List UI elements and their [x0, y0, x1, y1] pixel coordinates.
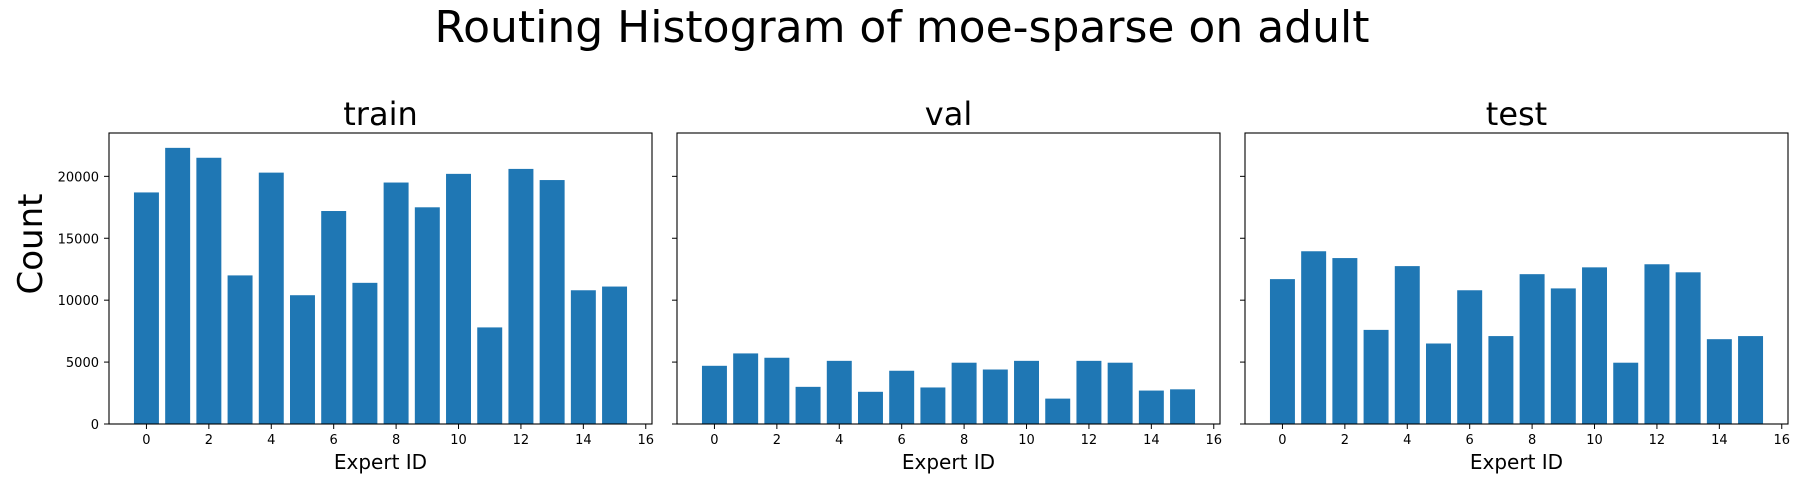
x-tick-label: 14 [1143, 433, 1160, 448]
bar-expert-2 [764, 357, 790, 424]
bar-expert-15 [1738, 336, 1764, 424]
x-tick-label: 10 [1586, 433, 1603, 448]
bar-expert-14 [570, 290, 596, 424]
bar-expert-2 [196, 157, 222, 424]
bar-expert-1 [733, 353, 759, 424]
bar-expert-2 [1332, 258, 1358, 424]
bar-expert-3 [227, 275, 253, 424]
bar-expert-11 [1613, 362, 1639, 424]
figure-suptitle: Routing Histogram of moe-sparse on adult [435, 2, 1370, 53]
x-tick-label: 4 [267, 433, 275, 448]
bar-expert-13 [1675, 272, 1701, 424]
subplot-test: 0 2 4 6 8 10 12 14 16 test Expert ID [1240, 95, 1790, 474]
x-tick-label: 6 [1466, 433, 1474, 448]
bar-expert-12 [508, 168, 534, 424]
subplot-val: 0 2 4 6 8 10 12 14 16 val Expert ID [672, 95, 1222, 474]
x-tick-label: 2 [1341, 433, 1349, 448]
bar-expert-1 [1301, 251, 1327, 424]
bar-expert-13 [539, 180, 565, 424]
axes-frame [1244, 132, 1789, 425]
x-tick-label: 14 [1711, 433, 1728, 448]
x-tick-label: 12 [1649, 433, 1666, 448]
bar-expert-14 [1138, 390, 1164, 424]
bar-expert-11 [1045, 398, 1071, 424]
x-tick-label: 16 [1773, 433, 1790, 448]
bar-expert-11 [477, 327, 503, 424]
y-tick-label: 0 [91, 418, 99, 433]
bar-expert-5 [290, 295, 315, 424]
x-tick-label: 4 [835, 433, 843, 448]
bar-expert-12 [1076, 360, 1102, 424]
bar-expert-14 [1706, 339, 1732, 424]
bar-expert-9 [1550, 288, 1576, 424]
bar-expert-8 [383, 182, 409, 424]
bar-expert-9 [414, 207, 440, 424]
bar-expert-13 [1107, 362, 1133, 424]
x-axis-label: Expert ID [334, 450, 427, 474]
subplot-title: val [925, 95, 972, 133]
bar-expert-3 [1363, 329, 1389, 424]
x-tick-label: 10 [450, 433, 467, 448]
x-tick-label: 16 [637, 433, 654, 448]
x-axis-label: Expert ID [1470, 450, 1563, 474]
x-tick-label: 6 [898, 433, 906, 448]
bar-expert-10 [1014, 360, 1039, 424]
bar-expert-4 [258, 172, 284, 424]
bar-expert-0 [1269, 279, 1295, 424]
subplot-train: 0 2 4 6 8 10 12 14 16 0 5000 10000 15000 20000 train Ex… [58, 95, 654, 474]
bar-expert-15 [602, 286, 628, 424]
x-tick-label: 12 [513, 433, 530, 448]
bar-expert-8 [951, 362, 977, 424]
bar-expert-9 [982, 369, 1008, 424]
x-tick-label: 8 [1528, 433, 1536, 448]
x-tick-label: 2 [205, 433, 213, 448]
bar-expert-4 [1394, 266, 1420, 424]
x-axis-label: Expert ID [902, 450, 995, 474]
bar-expert-3 [795, 386, 821, 424]
shared-y-axis-label: Count [11, 194, 51, 295]
x-tick-label: 0 [142, 433, 150, 448]
bar-expert-4 [826, 360, 852, 424]
bar-expert-12 [1644, 264, 1670, 424]
bar-expert-5 [1426, 343, 1451, 424]
x-tick-label: 0 [710, 433, 718, 448]
x-tick-label: 16 [1205, 433, 1222, 448]
bar-expert-5 [858, 391, 883, 424]
bar-expert-10 [1582, 267, 1607, 424]
bar-expert-6 [321, 211, 347, 424]
bar-expert-8 [1519, 274, 1545, 424]
y-tick-label: 15000 [58, 232, 99, 247]
subplot-title: train [343, 95, 417, 133]
bar-expert-6 [1457, 290, 1483, 424]
subplot-panels: 0 2 4 6 8 10 12 14 16 0 5000 10000 15000 20000 train Ex… [58, 95, 1790, 474]
x-tick-label: 6 [330, 433, 338, 448]
bar-expert-15 [1170, 389, 1196, 424]
x-tick-label: 8 [960, 433, 968, 448]
x-tick-label: 12 [1081, 433, 1098, 448]
axes-frame [108, 132, 653, 425]
bar-expert-7 [1488, 336, 1514, 424]
y-tick-label: 10000 [58, 294, 99, 309]
bar-expert-7 [352, 282, 378, 424]
x-tick-label: 0 [1278, 433, 1286, 448]
bar-expert-0 [133, 192, 159, 424]
x-tick-label: 4 [1403, 433, 1411, 448]
bar-expert-1 [165, 147, 191, 425]
bar-expert-10 [446, 173, 471, 424]
x-tick-label: 2 [773, 433, 781, 448]
x-tick-label: 10 [1018, 433, 1035, 448]
x-tick-label: 14 [575, 433, 592, 448]
y-tick-label: 5000 [66, 356, 99, 371]
bar-expert-7 [920, 387, 946, 424]
bar-expert-0 [701, 365, 727, 424]
bar-expert-6 [889, 370, 915, 424]
y-tick-label: 20000 [58, 170, 99, 185]
axes-frame [676, 132, 1221, 425]
subplot-title: test [1486, 95, 1547, 133]
x-tick-label: 8 [392, 433, 400, 448]
